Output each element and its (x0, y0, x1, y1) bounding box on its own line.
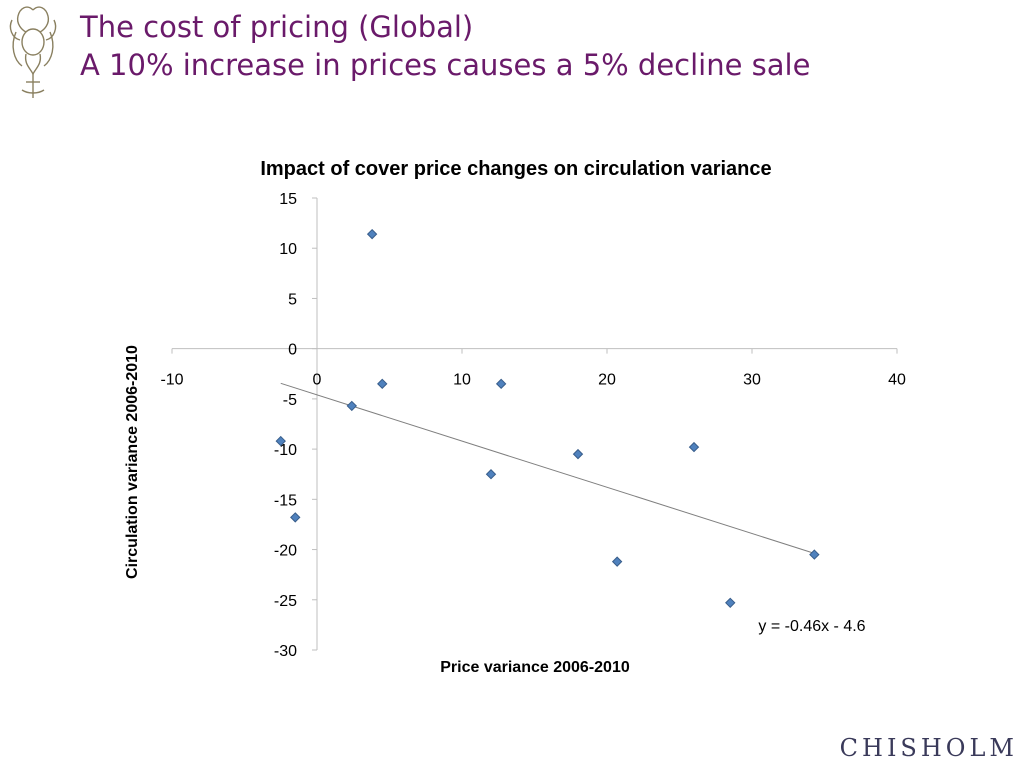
data-point (377, 378, 388, 390)
x-axis-label: Price variance 2006-2010 (440, 659, 630, 676)
trendline-equation: y = -0.46x - 4.6 (758, 618, 865, 635)
x-tick-label: 10 (453, 372, 471, 389)
x-tick-label: -10 (160, 372, 183, 389)
data-point (495, 378, 507, 390)
chart-tick-labels: -10 0 10 20 30 40 15 10 5 0 -5 -10 -15 -20 -25 -30 (160, 191, 906, 660)
x-tick-label: 20 (598, 372, 616, 389)
trendline-group (280, 382, 815, 554)
brand-wordmark: CHISHOLM (839, 734, 1018, 762)
data-point (809, 549, 820, 560)
y-tick-label: 0 (288, 342, 297, 359)
data-point (688, 441, 700, 453)
data-point (485, 469, 497, 480)
data-point (725, 597, 736, 608)
y-tick-label: -25 (274, 593, 297, 610)
y-tick-label: 10 (279, 241, 297, 258)
x-tick-label: 30 (743, 372, 761, 389)
y-axis-label: Circulation variance 2006-2010 (124, 345, 141, 579)
x-tick-label: 40 (888, 372, 906, 389)
data-point (346, 400, 358, 412)
chart-axes (171, 197, 898, 651)
trendline (280, 382, 815, 554)
data-point (366, 228, 378, 240)
y-tick-label: -30 (274, 643, 297, 660)
chart-title: Impact of cover price changes on circula… (260, 158, 771, 180)
crest-logo-icon (9, 6, 57, 98)
slide-title: The cost of pricing (Global) A 10% incre… (80, 8, 810, 84)
y-tick-label: -15 (274, 492, 297, 509)
data-point (572, 448, 584, 460)
y-tick-label: 15 (279, 191, 297, 208)
x-tick-label: 0 (313, 372, 322, 389)
slide-title-line-2: A 10% increase in prices causes a 5% dec… (80, 48, 811, 82)
data-point (275, 435, 286, 447)
data-point (290, 512, 301, 523)
y-tick-label: -5 (283, 392, 297, 409)
y-tick-label: -10 (274, 442, 297, 459)
y-tick-label: -20 (274, 543, 297, 560)
data-points (275, 228, 820, 608)
slide-title-line-1: The cost of pricing (Global) (80, 10, 474, 44)
data-point (611, 556, 623, 567)
y-tick-label: 5 (288, 291, 297, 308)
